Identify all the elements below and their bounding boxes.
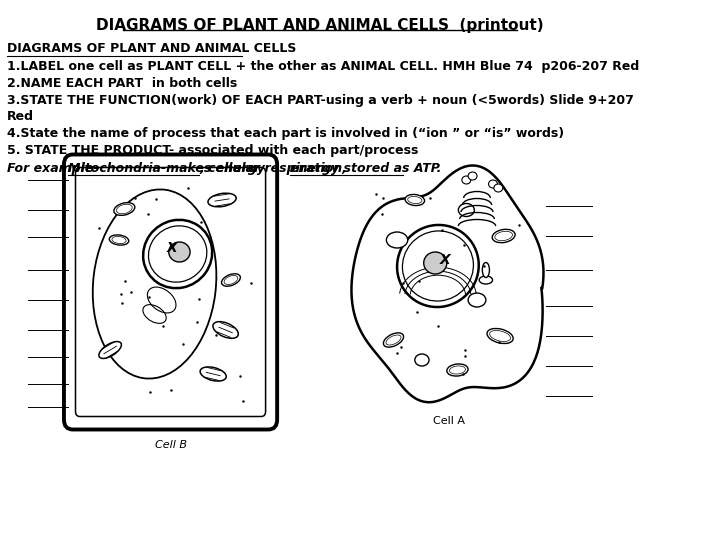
Ellipse shape: [208, 193, 236, 207]
Ellipse shape: [415, 354, 429, 366]
Ellipse shape: [423, 252, 447, 274]
Ellipse shape: [384, 333, 404, 347]
Text: Cell B: Cell B: [155, 440, 186, 449]
Text: 2.NAME EACH PART  in both cells: 2.NAME EACH PART in both cells: [7, 77, 238, 90]
Ellipse shape: [143, 220, 212, 288]
Text: 5. STATE THE PRODUCT- associated with each part/process: 5. STATE THE PRODUCT- associated with ea…: [7, 144, 418, 157]
Text: X: X: [440, 253, 451, 267]
Ellipse shape: [99, 342, 122, 359]
Ellipse shape: [405, 194, 425, 206]
Ellipse shape: [397, 225, 479, 307]
Text: Mitochondria-makes energy: Mitochondria-makes energy: [68, 162, 264, 175]
Ellipse shape: [109, 235, 129, 245]
Text: , cellular respiration,: , cellular respiration,: [200, 162, 352, 175]
Ellipse shape: [489, 180, 498, 188]
Text: energy stored as ATP.: energy stored as ATP.: [289, 162, 441, 175]
Text: For example-: For example-: [7, 162, 99, 175]
Text: X: X: [167, 241, 178, 255]
Text: Cell A: Cell A: [433, 416, 464, 426]
Text: DIAGRAMS OF PLANT AND ANIMAL CELLS  (printout): DIAGRAMS OF PLANT AND ANIMAL CELLS (prin…: [96, 18, 544, 33]
Ellipse shape: [492, 230, 515, 242]
Text: Red: Red: [7, 110, 34, 123]
Ellipse shape: [480, 276, 492, 284]
Polygon shape: [351, 165, 544, 402]
Ellipse shape: [213, 322, 238, 339]
Ellipse shape: [487, 328, 513, 343]
Text: 1.LABEL one cell as PLANT CELL + the other as ANIMAL CELL. HMH Blue 74  p206-207: 1.LABEL one cell as PLANT CELL + the oth…: [7, 60, 639, 73]
Ellipse shape: [468, 172, 477, 180]
Text: 3.STATE THE FUNCTION(work) OF EACH PART-using a verb + noun (<5words) Slide 9+20: 3.STATE THE FUNCTION(work) OF EACH PART-…: [7, 94, 634, 107]
Text: 4.State the name of process that each part is involved in (“ion ” or “is” words): 4.State the name of process that each pa…: [7, 127, 564, 140]
Ellipse shape: [447, 364, 468, 376]
Ellipse shape: [468, 293, 486, 307]
Ellipse shape: [387, 232, 408, 248]
Ellipse shape: [222, 274, 240, 286]
Ellipse shape: [459, 204, 474, 217]
Ellipse shape: [93, 190, 217, 379]
Ellipse shape: [462, 176, 471, 184]
Ellipse shape: [168, 242, 190, 262]
Ellipse shape: [200, 367, 226, 381]
Text: DIAGRAMS OF PLANT AND ANIMAL CELLS: DIAGRAMS OF PLANT AND ANIMAL CELLS: [7, 42, 297, 55]
FancyBboxPatch shape: [64, 154, 277, 429]
Ellipse shape: [114, 202, 135, 215]
Ellipse shape: [494, 184, 503, 192]
Ellipse shape: [482, 262, 490, 278]
